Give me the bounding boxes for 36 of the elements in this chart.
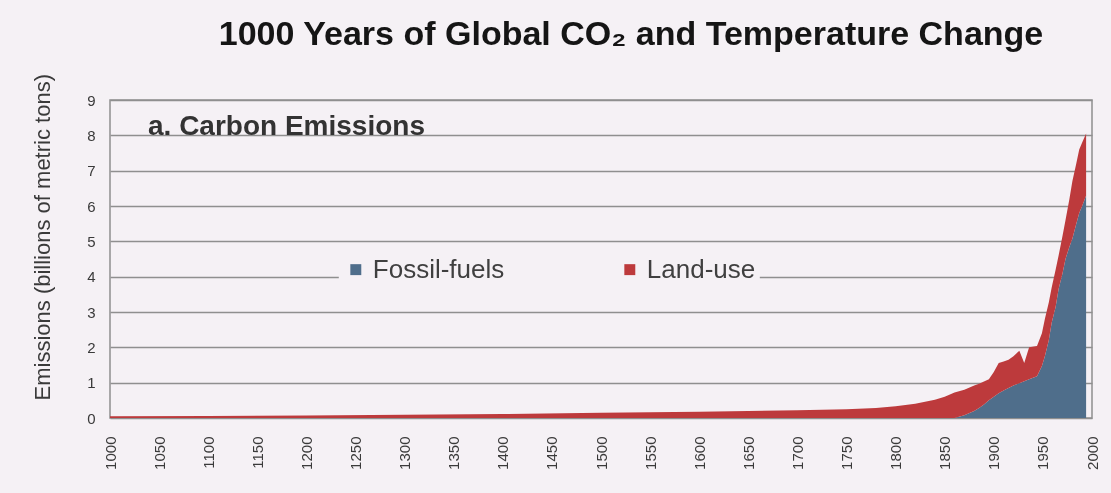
x-tick-label: 1200	[297, 436, 315, 470]
y-tick-label: 2	[87, 338, 96, 356]
y-tick-label: 9	[87, 91, 96, 109]
x-tick-label: 1800	[887, 436, 905, 470]
x-tick-label: 1500	[592, 436, 610, 470]
y-tick-label: 0	[87, 409, 96, 427]
x-tick-label: 1950	[1034, 436, 1052, 470]
y-tick-label: 8	[87, 126, 96, 144]
y-axis-title: Emissions (billions of metric tons)	[30, 74, 56, 401]
x-tick-label: 1900	[985, 436, 1003, 470]
y-tick-label: 1	[87, 374, 96, 392]
x-tick-label: 1050	[150, 436, 168, 470]
y-tick-label: 5	[87, 232, 96, 250]
x-tick-label: 1350	[445, 436, 463, 470]
x-tick-label: 1100	[199, 436, 217, 469]
x-tick-label: 2000	[1083, 436, 1101, 470]
x-tick-label: 1600	[690, 436, 708, 470]
y-tick-label: 4	[87, 268, 96, 286]
x-tick-label: 1250	[347, 436, 364, 470]
x-tick-label: 1150	[248, 436, 266, 469]
x-tick-label: 1650	[739, 436, 757, 470]
x-tick-label: 1400	[494, 436, 512, 470]
x-tick-label: 1550	[641, 436, 659, 470]
chart-title: 1000 Years of Global CO₂ and Temperature Change	[218, 13, 1044, 52]
x-tick-label: 1300	[396, 436, 414, 470]
x-tick-label: 1700	[788, 436, 806, 470]
y-tick-label: 6	[87, 197, 96, 215]
y-tick-label: 7	[87, 162, 96, 180]
x-tick-label: 1850	[936, 436, 954, 470]
legend-label: Fossil-fuels	[372, 253, 505, 284]
legend-label: Land-use	[646, 253, 756, 284]
x-tick-label: 1750	[838, 436, 855, 470]
x-tick-label: 1000	[101, 436, 119, 470]
chart-subtitle: a. Carbon Emissions	[148, 110, 425, 141]
x-tick-label: 1450	[543, 436, 561, 470]
y-tick-label: 3	[87, 303, 96, 321]
